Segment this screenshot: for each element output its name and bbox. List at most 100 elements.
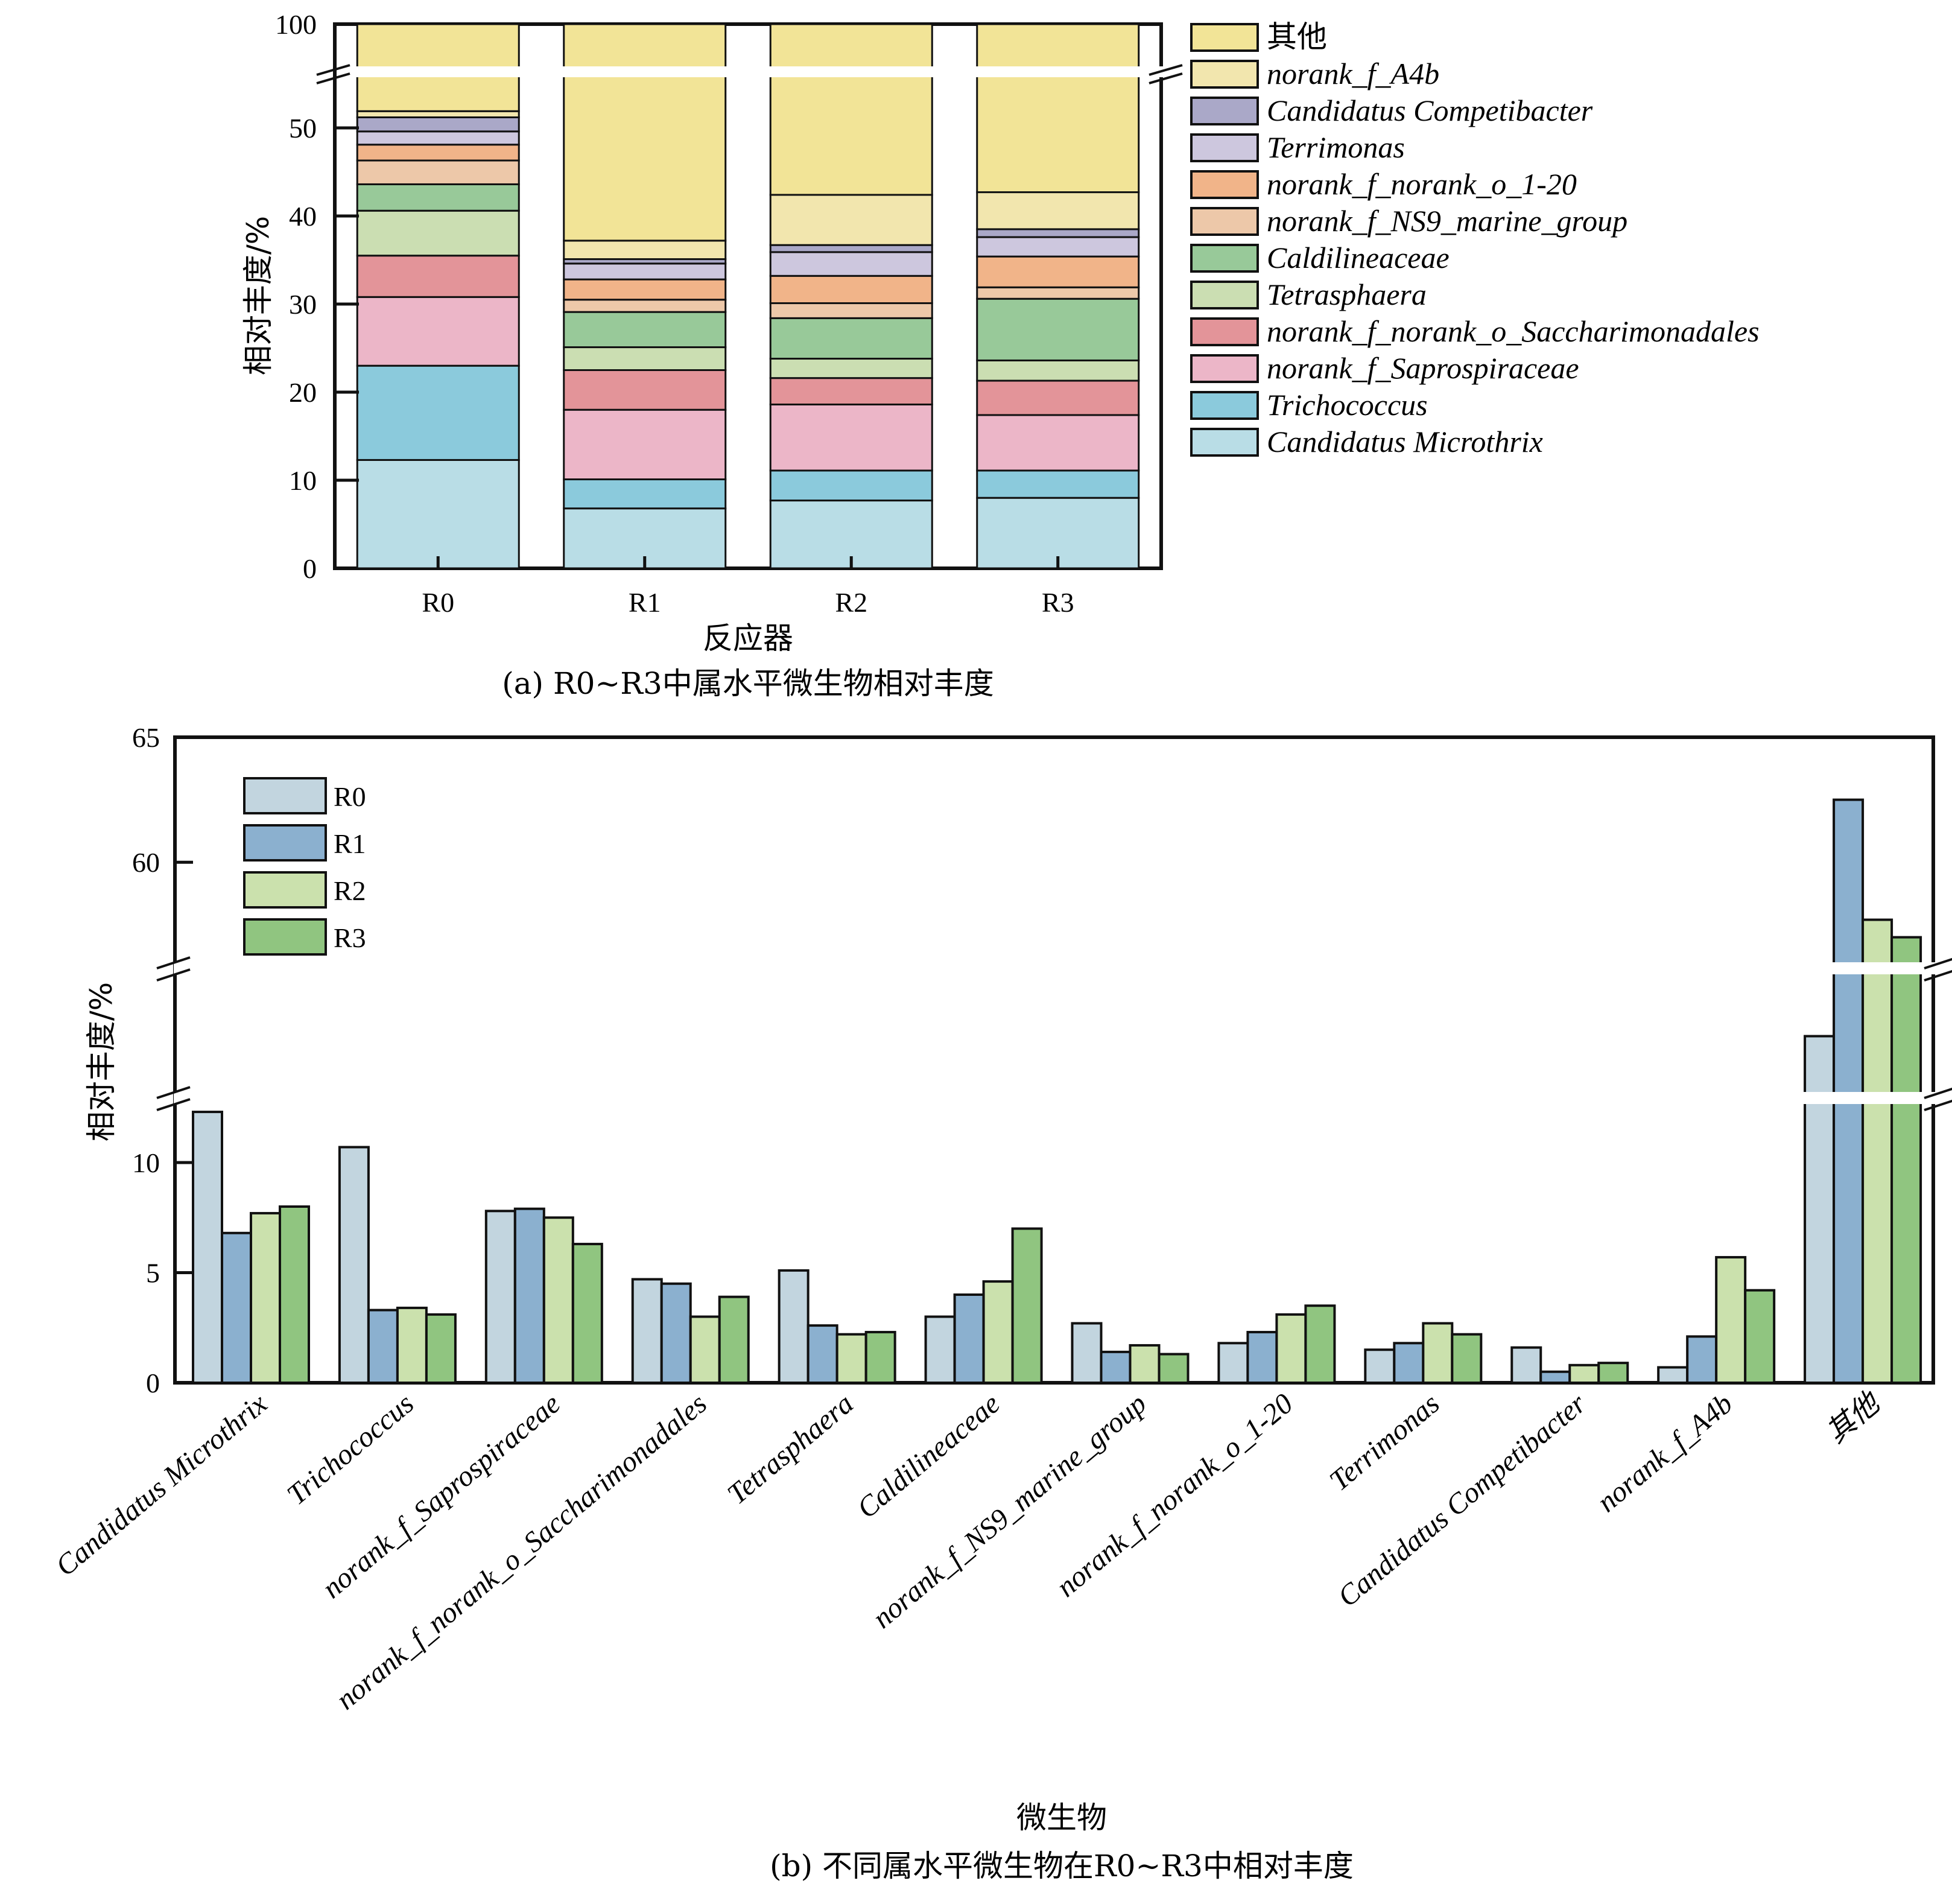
- axis-break-band: [337, 66, 1187, 77]
- stack-segment-R1-4: [563, 346, 727, 371]
- bar-R2-7: [1275, 1313, 1307, 1385]
- bar-R1-4: [806, 1324, 838, 1385]
- stack-segment-R2-4: [769, 358, 933, 379]
- y-tick-label: 5: [146, 1258, 160, 1289]
- x-axis-title: 反应器: [703, 621, 793, 656]
- bar-R2-0: [250, 1211, 281, 1384]
- bar-R0-7: [1217, 1342, 1249, 1385]
- legend-swatch: [1190, 133, 1259, 162]
- legend-swatch-R2: [243, 871, 327, 909]
- legend-label: norank_f_Saprospiraceae: [1267, 351, 1579, 385]
- plot-frame: [173, 735, 1935, 1385]
- bar-R2-4: [835, 1333, 867, 1384]
- bar-R2-6: [1129, 1344, 1161, 1384]
- bar-R1-5: [953, 1293, 985, 1384]
- bar-R1-0: [221, 1231, 252, 1385]
- stack-segment-R3-2: [976, 414, 1140, 472]
- legend-swatch: [1190, 354, 1259, 383]
- stack-segment-R2-other: [769, 23, 933, 196]
- legend-label-R3: R3: [334, 922, 366, 953]
- bar-R2-3: [689, 1315, 721, 1384]
- x-category-label: Trichococcus: [281, 1388, 420, 1511]
- stack-segment-R0-6: [356, 159, 520, 185]
- stack-segment-R3-5: [976, 297, 1140, 361]
- bar-R0-4: [778, 1269, 810, 1385]
- bar-R0-6: [1071, 1322, 1103, 1384]
- bar-R1-1: [367, 1309, 399, 1385]
- legend-label: Candidatus Microthrix: [1267, 425, 1543, 459]
- bar-R0-9: [1510, 1346, 1542, 1385]
- axis-break-band: [174, 1092, 1952, 1104]
- legend-label: norank_f_norank_o_1-20: [1267, 167, 1577, 201]
- bar-R3-3: [718, 1295, 750, 1384]
- stack-segment-R1-5: [563, 311, 727, 349]
- bar-R3-6: [1158, 1353, 1190, 1385]
- legend-swatch-R1: [243, 824, 327, 862]
- plot-frame: [333, 22, 1163, 570]
- x-tick-label: R3: [1042, 587, 1074, 618]
- stack-segment-R1-7: [563, 278, 727, 301]
- bar-R1-6: [1100, 1350, 1132, 1384]
- x-category-label: Caldilineaceae: [851, 1388, 1006, 1525]
- bar-R3-0: [279, 1205, 310, 1384]
- caption-b: (b) 不同属水平微生物在R0~R3中相对丰度: [770, 1848, 1354, 1883]
- y-tick-label: 100: [275, 9, 317, 40]
- bar-R2-9: [1568, 1363, 1600, 1385]
- bar-R2-11: [1862, 918, 1893, 1384]
- bar-R0-5: [924, 1315, 956, 1384]
- x-category-label: norank_f_norank_o_1-20: [1051, 1388, 1299, 1604]
- bar-R2-2: [542, 1216, 574, 1384]
- stack-segment-R0-1: [356, 364, 520, 461]
- stack-segment-R1-8: [563, 262, 727, 281]
- stack-segment-R3-10: [976, 191, 1140, 230]
- legend-label: norank_f_norank_o_Saccharimonadales: [1267, 314, 1760, 348]
- y-tick-label: 60: [132, 847, 160, 878]
- axis-break-mark: [1149, 72, 1183, 84]
- legend-label: Candidatus Competibacter: [1267, 94, 1593, 127]
- bar-R3-4: [864, 1331, 896, 1385]
- y-tick-label: 10: [132, 1147, 160, 1178]
- legend-swatch-R0: [243, 777, 327, 814]
- stack-segment-R1-2: [563, 408, 727, 481]
- legend-swatch: [1190, 170, 1259, 199]
- legend-swatch: [1190, 23, 1259, 52]
- bar-R3-5: [1011, 1227, 1043, 1384]
- bar-R3-8: [1451, 1333, 1483, 1384]
- y-tick-label: 50: [289, 113, 317, 144]
- stack-segment-R1-3: [563, 369, 727, 411]
- caption-a: (a) R0~R3中属水平微生物相对丰度: [502, 666, 994, 701]
- legend-swatch: [1190, 428, 1259, 457]
- bar-R1-7: [1246, 1331, 1278, 1385]
- x-tick-label: R1: [629, 587, 661, 618]
- bar-R1-11: [1833, 798, 1865, 1384]
- bar-R0-1: [338, 1146, 370, 1384]
- bar-R1-9: [1539, 1370, 1571, 1384]
- axis-break-mark: [156, 956, 191, 969]
- axis-break-mark: [316, 72, 350, 84]
- bar-R0-10: [1657, 1366, 1689, 1384]
- y-axis-title: 相对丰度/%: [84, 982, 119, 1141]
- legend-label: Tetrasphaera: [1267, 278, 1427, 311]
- bar-R3-11: [1890, 936, 1922, 1384]
- axis-break-mark: [156, 968, 191, 982]
- bar-R0-11: [1804, 1035, 1836, 1384]
- legend-swatch: [1190, 60, 1259, 89]
- legend-label: norank_f_NS9_marine_group: [1267, 204, 1627, 238]
- legend-label: Caldilineaceae: [1267, 241, 1450, 274]
- axis-break-mark: [316, 64, 350, 76]
- axis-break-mark: [156, 1098, 191, 1111]
- bar-R3-7: [1304, 1304, 1336, 1384]
- legend-swatch: [1190, 391, 1259, 420]
- bar-R2-10: [1715, 1255, 1747, 1384]
- bar-R1-2: [513, 1207, 545, 1385]
- bar-R2-8: [1422, 1322, 1454, 1384]
- stack-segment-R2-3: [769, 377, 933, 405]
- stack-segment-R2-2: [769, 403, 933, 472]
- y-tick-label: 30: [289, 289, 317, 320]
- y-tick-label: 10: [289, 465, 317, 496]
- axis-break-mark: [156, 1086, 191, 1099]
- stack-segment-R3-4: [976, 359, 1140, 382]
- bar-R2-5: [982, 1280, 1014, 1385]
- y-tick-label: 20: [289, 377, 317, 408]
- legend-label-R0: R0: [334, 781, 366, 812]
